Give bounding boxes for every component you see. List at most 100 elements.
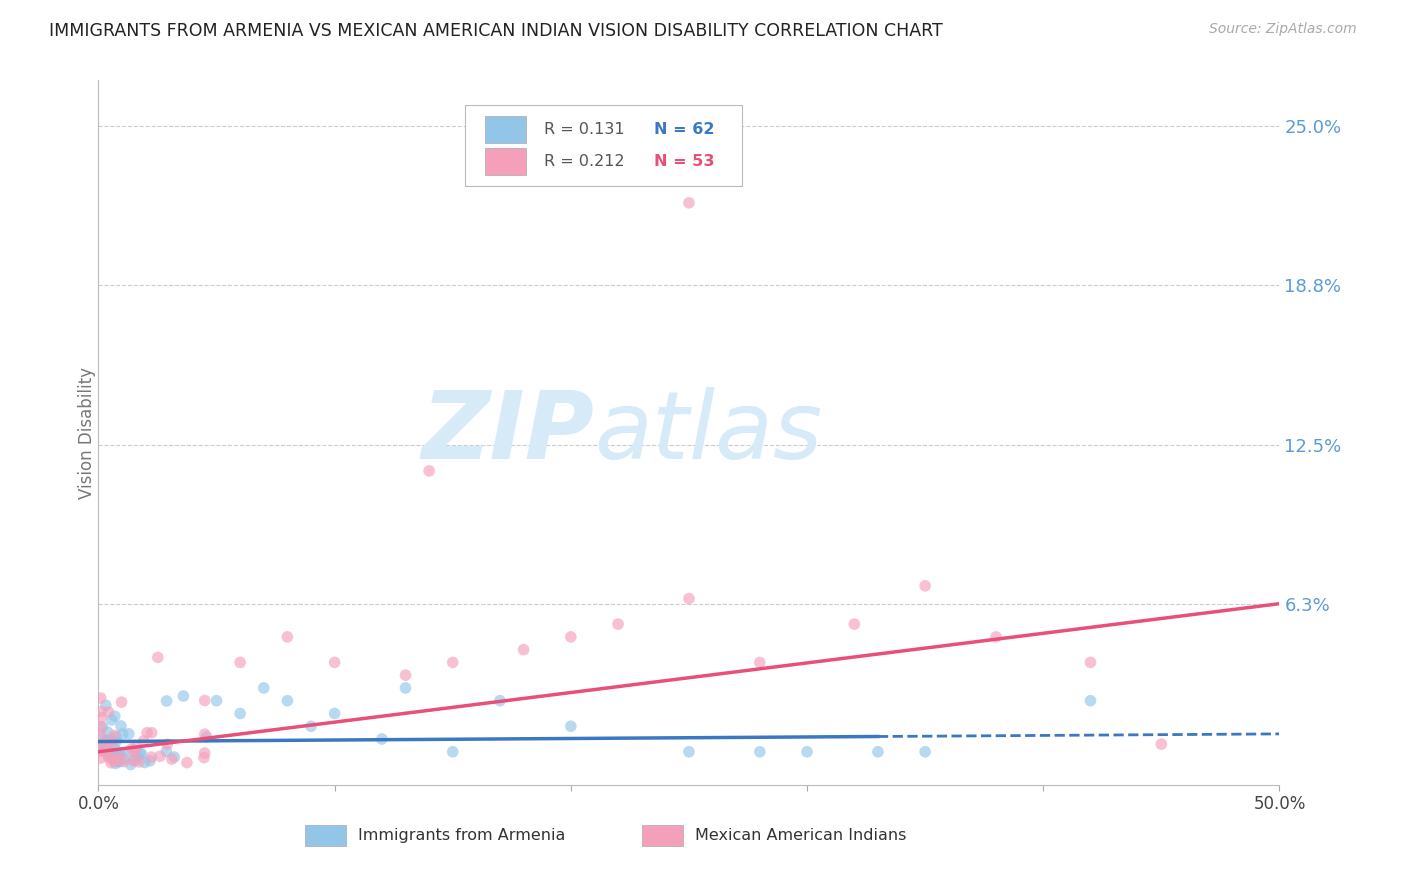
Point xyxy=(101,737,124,751)
Text: atlas: atlas xyxy=(595,387,823,478)
Point xyxy=(101,732,124,747)
Text: R = 0.212: R = 0.212 xyxy=(544,154,624,169)
Point xyxy=(141,725,163,739)
Point xyxy=(146,650,169,665)
Point xyxy=(678,591,700,606)
Point xyxy=(323,656,346,670)
Point xyxy=(90,742,112,756)
Text: R = 0.131: R = 0.131 xyxy=(544,121,624,136)
Point xyxy=(796,745,818,759)
Point xyxy=(121,742,143,756)
Point xyxy=(120,757,142,772)
Point xyxy=(134,756,156,770)
Point xyxy=(107,747,129,761)
Point xyxy=(90,720,112,734)
Point xyxy=(748,745,770,759)
Point xyxy=(984,630,1007,644)
Text: N = 62: N = 62 xyxy=(654,121,714,136)
Point xyxy=(194,746,217,760)
Point xyxy=(114,752,136,766)
Point xyxy=(394,668,416,682)
Text: Source: ZipAtlas.com: Source: ZipAtlas.com xyxy=(1209,22,1357,37)
Point xyxy=(194,727,217,741)
Point xyxy=(155,744,177,758)
Point xyxy=(560,630,582,644)
Point xyxy=(176,756,198,770)
Point xyxy=(104,742,127,756)
Point xyxy=(125,739,148,754)
Point xyxy=(193,750,215,764)
Point xyxy=(229,656,252,670)
Point xyxy=(90,731,112,746)
Point xyxy=(163,750,186,764)
FancyBboxPatch shape xyxy=(305,825,346,847)
Point xyxy=(127,750,149,764)
Point xyxy=(108,750,131,764)
Point xyxy=(112,755,135,769)
Point xyxy=(560,719,582,733)
Point xyxy=(748,656,770,670)
Point xyxy=(194,693,217,707)
Point xyxy=(107,755,129,769)
Point xyxy=(136,725,159,739)
Point xyxy=(323,706,346,721)
Point xyxy=(105,749,128,764)
Point xyxy=(100,713,122,727)
Point xyxy=(512,642,534,657)
Point xyxy=(299,719,322,733)
Point xyxy=(844,617,866,632)
Point xyxy=(195,730,218,744)
Point xyxy=(149,749,172,764)
Point xyxy=(100,748,122,763)
Point xyxy=(371,731,394,746)
Point xyxy=(104,756,127,771)
Point xyxy=(139,754,162,768)
Point xyxy=(104,709,127,723)
Text: N = 53: N = 53 xyxy=(654,154,714,169)
Point xyxy=(418,464,440,478)
Point xyxy=(107,746,129,760)
Point xyxy=(97,725,120,739)
Point xyxy=(90,751,112,765)
FancyBboxPatch shape xyxy=(641,825,683,847)
Point xyxy=(914,745,936,759)
Point xyxy=(110,719,132,733)
Point xyxy=(98,745,121,759)
Text: Immigrants from Armenia: Immigrants from Armenia xyxy=(359,828,565,843)
Point xyxy=(132,734,155,748)
Point xyxy=(97,733,120,747)
Point xyxy=(97,750,120,764)
Point xyxy=(104,754,127,768)
Point xyxy=(94,734,117,748)
Point xyxy=(276,630,298,644)
FancyBboxPatch shape xyxy=(485,116,526,143)
Text: Mexican American Indians: Mexican American Indians xyxy=(695,828,907,843)
Point xyxy=(100,750,122,764)
Point xyxy=(105,730,128,744)
Point xyxy=(131,747,153,761)
Text: IMMIGRANTS FROM ARMENIA VS MEXICAN AMERICAN INDIAN VISION DISABILITY CORRELATION: IMMIGRANTS FROM ARMENIA VS MEXICAN AMERI… xyxy=(49,22,943,40)
Point xyxy=(1150,737,1173,751)
Point xyxy=(97,747,120,762)
Point xyxy=(100,756,122,770)
Point xyxy=(128,755,150,769)
Point xyxy=(104,734,127,748)
Point xyxy=(90,739,112,754)
Point xyxy=(394,681,416,695)
Point xyxy=(124,754,146,768)
Point xyxy=(110,695,132,709)
Point xyxy=(276,694,298,708)
Point xyxy=(489,694,512,708)
Point xyxy=(90,737,112,751)
Point xyxy=(129,747,152,761)
Point xyxy=(100,745,122,759)
Point xyxy=(97,705,120,719)
Point xyxy=(90,744,112,758)
Point xyxy=(118,745,141,759)
Point xyxy=(96,742,118,756)
Point xyxy=(1080,656,1102,670)
Text: ZIP: ZIP xyxy=(422,386,595,479)
Point xyxy=(90,728,112,742)
FancyBboxPatch shape xyxy=(464,105,742,186)
Point xyxy=(124,745,146,759)
